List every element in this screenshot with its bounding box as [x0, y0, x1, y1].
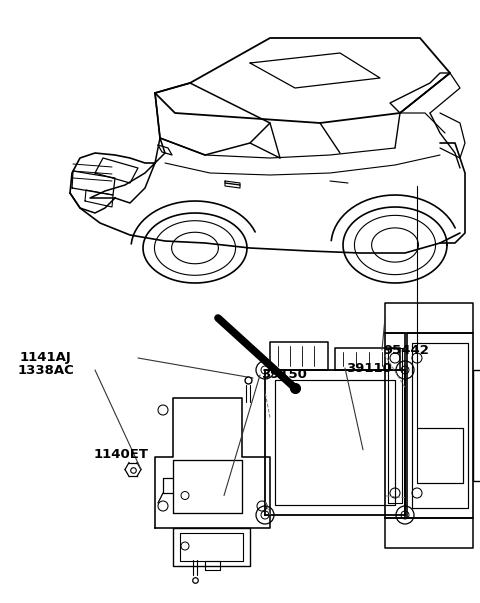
Text: 39110: 39110 [346, 362, 392, 374]
Text: 1141AJ: 1141AJ [20, 352, 72, 364]
Text: 95442: 95442 [383, 344, 429, 356]
Text: 1140ET: 1140ET [94, 449, 149, 461]
Text: 39150: 39150 [261, 368, 307, 382]
Text: 1338AC: 1338AC [18, 364, 75, 376]
